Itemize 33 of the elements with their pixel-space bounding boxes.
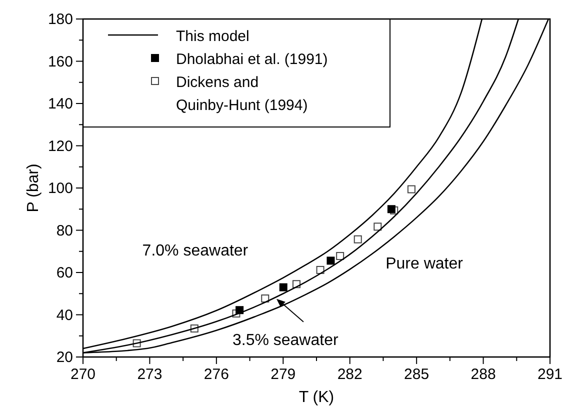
x-tick-label: 273 <box>137 366 162 383</box>
point <box>326 256 335 265</box>
y-tick-label: 140 <box>48 96 73 112</box>
legend-label: Dickens and Quinby-Hunt (1994) <box>176 74 308 114</box>
point <box>279 283 288 292</box>
x-tick-label: 291 <box>537 366 563 383</box>
point <box>261 294 270 302</box>
annotation: 7.0% seawater <box>142 242 249 260</box>
point <box>407 185 416 194</box>
x-tick-label: 288 <box>470 366 496 383</box>
point <box>374 222 382 231</box>
point <box>354 235 362 244</box>
annotation: Pure water <box>386 255 464 272</box>
y-axis-title: P (bar) <box>25 164 42 212</box>
y-tick-label: 120 <box>48 138 73 155</box>
y-tick-label: 60 <box>56 264 73 282</box>
y-tick-label: 80 <box>56 222 73 240</box>
x-tick-label: 270 <box>70 366 96 383</box>
legend-label: Dholabhai et al. (1991) <box>176 51 328 68</box>
y-tick-label: 40 <box>56 306 73 324</box>
x-axis-title: T (K) <box>298 389 334 406</box>
y-tick-label: 100 <box>48 180 73 197</box>
x-tick-label: 279 <box>270 366 296 383</box>
annotation: 3.5% seawater <box>232 332 339 349</box>
point <box>387 205 396 214</box>
legend-label: This model <box>176 28 250 45</box>
y-tick-label: 180 <box>48 11 73 28</box>
x-tick-label: 282 <box>337 366 362 383</box>
point <box>336 252 344 260</box>
y-tick-label: 20 <box>56 349 73 366</box>
y-tick-label: 160 <box>48 53 73 70</box>
x-tick-label: 285 <box>404 366 430 383</box>
x-tick-label: 276 <box>204 366 229 383</box>
